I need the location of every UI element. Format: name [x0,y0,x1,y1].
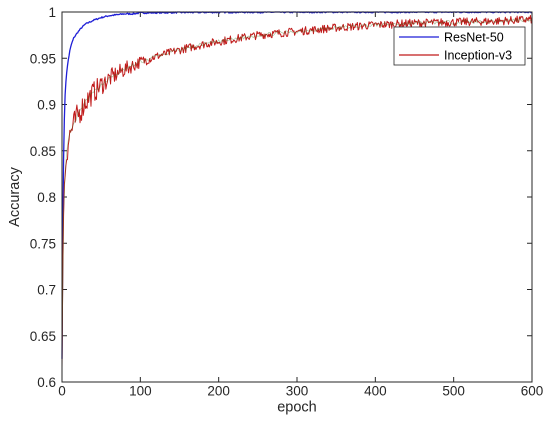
x-tick-label: 600 [521,384,544,399]
y-tick-label: 0.65 [30,329,56,344]
x-axis-label: epoch [277,400,317,416]
legend: ResNet-50 Inception-v3 [393,26,526,66]
legend-label-resnet: ResNet-50 [444,31,504,45]
y-tick-label: 0.6 [37,375,56,390]
y-tick-label: 0.75 [30,236,56,251]
y-tick-label: 0.95 [30,51,56,66]
y-axis-label: Accuracy [7,166,23,226]
y-tick-label: 1 [48,5,56,20]
legend-box [393,26,526,66]
x-tick-label: 500 [442,384,465,399]
y-tick-label: 0.9 [37,98,56,113]
x-axis-ticks: 0 100 200 300 400 500 600 [58,12,543,399]
y-axis-ticks: 0.6 0.65 0.7 0.75 0.8 0.85 0.9 0.95 1 [30,5,532,390]
legend-label-inception: Inception-v3 [444,49,512,63]
x-tick-label: 0 [58,384,66,399]
x-tick-label: 300 [286,384,309,399]
x-tick-label: 400 [364,384,387,399]
y-tick-label: 0.85 [30,144,56,159]
series-line-inception-v3-overlay [61,17,533,370]
series-line-inception-v3 [61,14,533,369]
x-tick-label: 100 [129,384,152,399]
y-tick-label: 0.8 [37,190,56,205]
y-tick-label: 0.7 [37,283,56,298]
plot-area [62,12,532,382]
x-tick-label: 200 [207,384,230,399]
plot-frame [61,11,533,383]
